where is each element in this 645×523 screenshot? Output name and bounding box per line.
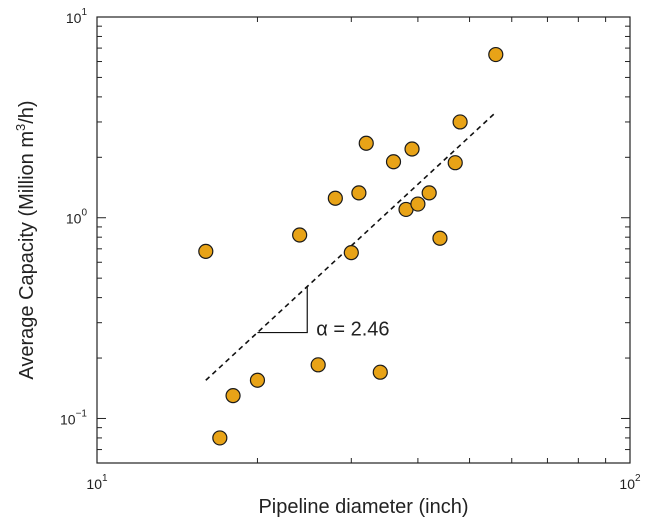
y-axis-title-main: Average Capacity (Million m: [16, 131, 38, 380]
data-point: [225, 387, 241, 404]
y-tick-label-exponent: 1: [81, 7, 87, 18]
x-tick-label-exponent: 2: [635, 473, 641, 484]
data-point: [432, 230, 448, 246]
plot-frame: [96, 16, 631, 464]
y-tick-label-base: 10: [66, 10, 82, 26]
data-point: [292, 227, 308, 243]
data-point: [327, 190, 343, 206]
data-point: [351, 185, 367, 201]
fit-line: [205, 111, 497, 381]
data-point: [358, 135, 374, 151]
x-tick-label-base: 10: [619, 476, 635, 492]
y-axis-title-unit: /h): [16, 100, 38, 123]
x-axis-title: Pipeline diameter (inch): [258, 496, 468, 518]
data-point: [212, 430, 228, 446]
data-point: [447, 155, 463, 171]
slope-triangle: [257, 286, 308, 334]
x-tick-label: 102: [619, 473, 641, 492]
y-tick-label-exponent: −1: [76, 408, 88, 419]
x-tick-label: 101: [86, 473, 108, 492]
y-tick-label-base: 10: [60, 411, 76, 427]
data-point: [198, 243, 214, 259]
data-point: [310, 357, 326, 373]
y-axis-title: Average Capacity (Million m3/h): [13, 100, 38, 379]
data-point: [410, 196, 426, 212]
data-point: [421, 185, 437, 201]
y-tick-label: 100: [66, 208, 88, 227]
y-tick-label-exponent: 0: [81, 208, 87, 219]
y-tick-label: 10−1: [60, 408, 87, 427]
data-point: [249, 372, 266, 388]
data-points: [198, 46, 504, 446]
slope-annotation: α = 2.46: [316, 319, 389, 341]
y-tick-label: 101: [66, 7, 88, 26]
data-point: [385, 154, 402, 170]
data-point: [404, 141, 420, 157]
axis-ticks: [96, 16, 631, 464]
x-tick-label-base: 10: [86, 476, 102, 492]
y-axis-title-superscript: 3: [13, 124, 28, 131]
data-point: [452, 114, 468, 130]
data-point: [343, 245, 359, 261]
y-tick-label-base: 10: [66, 211, 82, 227]
data-point: [488, 46, 504, 63]
data-point: [372, 364, 388, 380]
x-tick-label-exponent: 1: [102, 473, 108, 484]
